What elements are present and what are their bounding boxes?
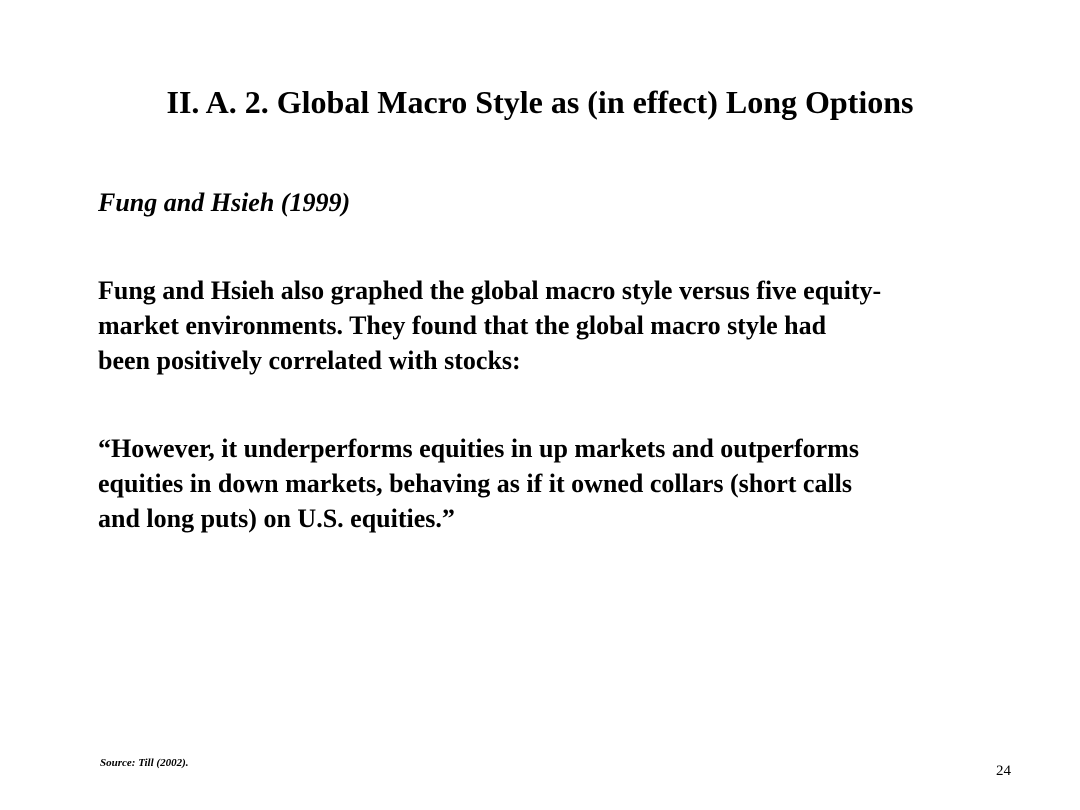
quote-line: “However, it underperforms equities in u… [98, 434, 859, 463]
body-paragraph-line: market environments. They found that the… [98, 311, 827, 340]
body-paragraph: Fung and Hsieh also graphed the global m… [98, 273, 881, 378]
page-number: 24 [996, 763, 1011, 779]
citation-subtitle: Fung and Hsieh (1999) [98, 188, 351, 217]
source-note: Source: Till (2002). [100, 757, 189, 769]
quote-line: and long puts) on U.S. equities.” [98, 504, 455, 533]
quote-line: equities in down markets, behaving as if… [98, 469, 853, 498]
slide-title: II. A. 2. Global Macro Style as (in effe… [166, 84, 914, 120]
quote-paragraph: “However, it underperforms equities in u… [98, 431, 859, 536]
body-paragraph-line: been positively correlated with stocks: [98, 346, 521, 375]
body-paragraph-line: Fung and Hsieh also graphed the global m… [98, 276, 882, 305]
